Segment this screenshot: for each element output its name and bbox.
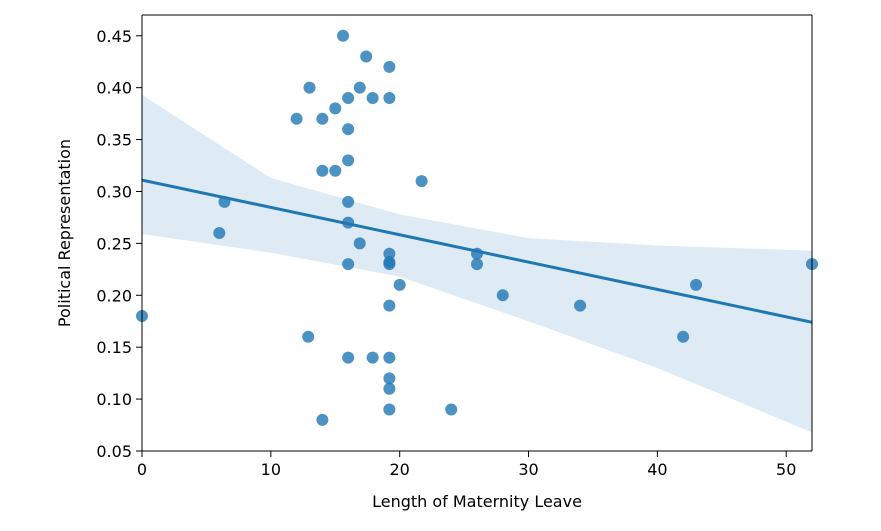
- data-point: [329, 102, 342, 115]
- data-point: [342, 258, 355, 271]
- data-point: [342, 123, 355, 136]
- x-tick-label: 20: [390, 460, 410, 479]
- data-point: [329, 164, 342, 177]
- x-tick-label: 30: [518, 460, 538, 479]
- data-points-layer: [136, 29, 818, 426]
- data-point: [393, 278, 406, 291]
- data-point: [445, 403, 458, 416]
- y-tick-label: 0.15: [96, 338, 132, 357]
- y-tick-label: 0.20: [96, 286, 132, 305]
- data-point: [383, 372, 396, 385]
- data-point: [342, 351, 355, 364]
- ticks: 0 10 20 30 40 50 0.05 0.10 0.15 0.20 0.25 0.30 0.35 0…: [96, 27, 796, 479]
- x-tick-label: 10: [261, 460, 281, 479]
- y-tick-label: 0.10: [96, 390, 132, 409]
- data-point: [415, 175, 428, 188]
- data-point: [471, 247, 483, 260]
- x-tick-label: 50: [776, 460, 796, 479]
- data-point: [218, 195, 231, 208]
- y-tick-label: 0.30: [96, 182, 132, 201]
- y-tick-label: 0.05: [96, 442, 132, 461]
- data-point: [383, 299, 396, 312]
- data-point: [302, 330, 315, 343]
- y-tick-label: 0.40: [96, 79, 132, 98]
- data-point: [383, 403, 396, 416]
- y-tick-label: 0.35: [96, 131, 132, 150]
- data-point: [342, 195, 355, 208]
- data-point: [471, 258, 483, 271]
- y-axis-label: Political Representation: [55, 139, 74, 327]
- data-point: [383, 92, 396, 105]
- x-tick-label: 0: [137, 460, 147, 479]
- data-point: [383, 256, 396, 269]
- data-point: [366, 92, 379, 105]
- data-point: [383, 60, 396, 73]
- data-point: [353, 81, 366, 94]
- data-point: [342, 154, 355, 167]
- data-point: [342, 216, 355, 229]
- data-point: [690, 278, 703, 291]
- data-point: [383, 382, 396, 395]
- x-tick-label: 40: [647, 460, 667, 479]
- x-axis-label: Length of Maternity Leave: [372, 492, 582, 511]
- data-point: [360, 50, 373, 63]
- data-point: [303, 81, 316, 94]
- data-point: [290, 112, 303, 125]
- y-tick-label: 0.45: [96, 27, 132, 46]
- data-point: [366, 351, 379, 364]
- data-point: [574, 299, 587, 312]
- data-point: [496, 289, 509, 302]
- data-point: [677, 330, 690, 343]
- data-point: [342, 92, 355, 105]
- data-point: [316, 413, 329, 426]
- y-tick-label: 0.25: [96, 234, 132, 253]
- data-point: [337, 29, 349, 42]
- data-point: [316, 164, 329, 177]
- data-point: [383, 351, 396, 364]
- data-point: [213, 227, 226, 239]
- data-point: [316, 112, 329, 125]
- data-point: [383, 247, 396, 260]
- data-point: [353, 237, 366, 250]
